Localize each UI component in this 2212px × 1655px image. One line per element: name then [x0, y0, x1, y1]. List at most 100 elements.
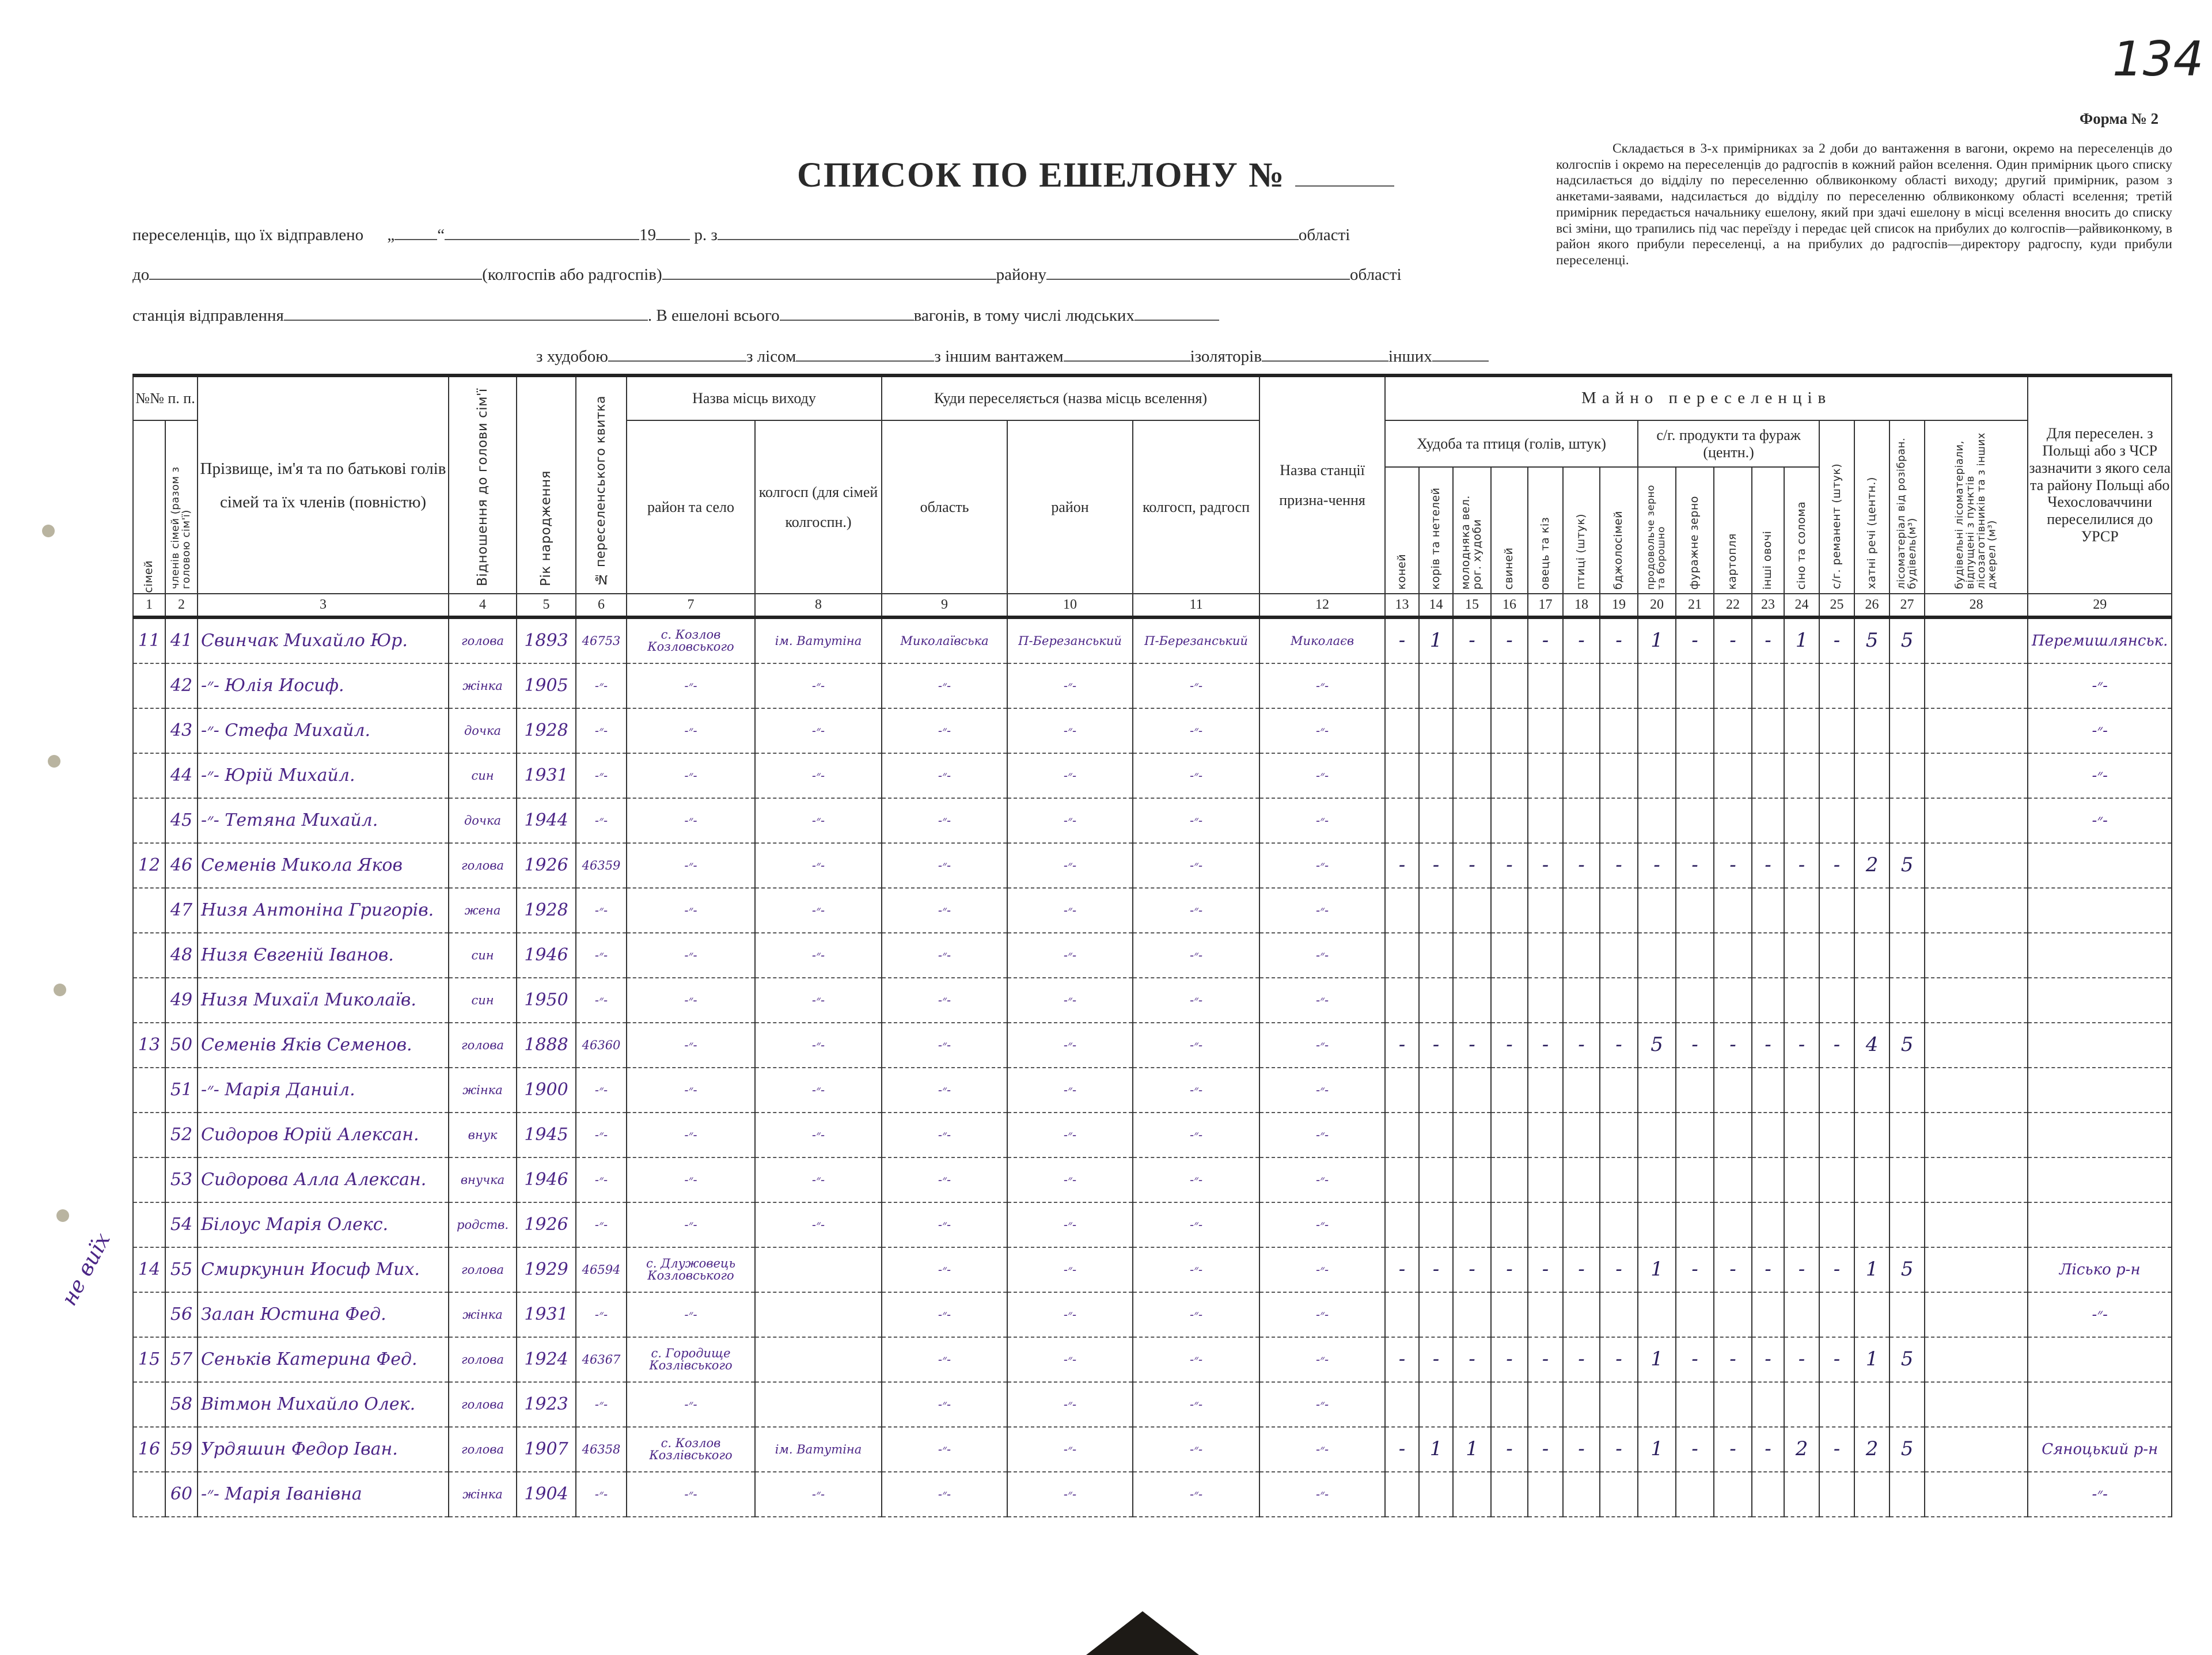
person-name: Сидоров Юрій Алексан.	[197, 1113, 450, 1158]
destination-raion: -״-	[1007, 1382, 1134, 1428]
property-value	[1637, 1472, 1677, 1517]
table-row: 48 Низя Євгеній Іванов. син 1946 -״- -״- -״- -״…	[132, 933, 2173, 978]
column-number: 29	[2027, 593, 2173, 619]
birth-year: 1924	[516, 1337, 577, 1383]
destination-field[interactable]	[149, 278, 483, 280]
month-field[interactable]	[445, 238, 640, 240]
ticket-number: 46358	[575, 1427, 628, 1472]
property-value	[1599, 1202, 1639, 1248]
property-value	[1675, 933, 1715, 978]
birth-year: 1946	[516, 1157, 577, 1203]
property-value: 5	[1854, 617, 1891, 664]
origin-village: -״-	[626, 1113, 756, 1158]
isolator-wagons-field[interactable]	[1261, 359, 1388, 362]
passenger-wagons-field[interactable]	[1134, 318, 1219, 321]
other-cargo-wagons-field[interactable]	[1063, 359, 1190, 362]
poland-origin	[2027, 1068, 2173, 1113]
origin-village: -״-	[626, 888, 756, 933]
raion-field[interactable]	[1046, 278, 1350, 280]
birth-year: 1950	[516, 978, 577, 1023]
poland-origin	[2027, 888, 2173, 933]
label: області	[1350, 265, 1402, 284]
cattle-wagons-field[interactable]	[608, 359, 746, 362]
poland-origin: Перемишлянськ.	[2027, 617, 2173, 664]
column-number: 10	[1007, 593, 1134, 619]
relation: жена	[448, 888, 518, 933]
other-wagons-field[interactable]	[1432, 359, 1489, 362]
property-value	[1452, 1472, 1492, 1517]
table-row: 56 Залан Юстина Фед. жінка 1931 -״- -״- -״- -״-…	[132, 1292, 2173, 1338]
relation: голова	[448, 1427, 518, 1472]
person-name: Низя Євгеній Іванов.	[197, 933, 450, 978]
destination-oblast: -״-	[881, 1023, 1008, 1068]
destination-kolhosp: -״-	[1132, 1472, 1261, 1517]
day-field[interactable]	[394, 238, 438, 240]
property-value	[1490, 1202, 1529, 1248]
birth-year: 1946	[516, 933, 577, 978]
table-row: 51 -״- Марія Даниіл. жінка 1900 -״- -״- -״- -״-…	[132, 1068, 2173, 1113]
relation: голова	[448, 617, 518, 664]
origin-kolhosp	[754, 1247, 883, 1293]
origin-oblast-field[interactable]	[717, 238, 1299, 240]
property-value: -	[1384, 843, 1420, 889]
person-name: Низя Михаїл Миколаїв.	[197, 978, 450, 1023]
year-field[interactable]	[656, 238, 690, 240]
poland-origin: -״-	[2027, 753, 2173, 799]
property-value	[1418, 663, 1454, 709]
property-value	[1637, 663, 1677, 709]
property-value: -	[1527, 617, 1564, 664]
ticket-number: -״-	[575, 708, 628, 754]
property-value	[1490, 1292, 1529, 1338]
property-value	[1924, 1247, 2029, 1293]
destination-raion: -״-	[1007, 843, 1134, 889]
property-value	[1784, 888, 1820, 933]
property-value	[1854, 1382, 1891, 1428]
member-number: 57	[164, 1337, 199, 1383]
poland-origin: Сяноцький р-н	[2027, 1427, 2173, 1472]
property-value: 1	[1854, 1247, 1891, 1293]
wagons-total-field[interactable]	[779, 318, 914, 321]
ticket-number: 46360	[575, 1023, 628, 1068]
column-number: 8	[754, 593, 883, 619]
column-number: 3	[197, 593, 450, 619]
person-name: -״- Марія Даниіл.	[197, 1068, 450, 1113]
property-value	[1599, 663, 1639, 709]
departure-station-field[interactable]	[283, 318, 648, 321]
poland-origin: -״-	[2027, 1472, 2173, 1517]
origin-kolhosp	[754, 1292, 883, 1338]
property-value	[1924, 1157, 2029, 1203]
destination-station: -״-	[1259, 1472, 1386, 1517]
timber-wagons-field[interactable]	[796, 359, 935, 362]
table-row: 45 -״- Тетяна Михайл. дочка 1944 -״- -״- -״- -״…	[132, 798, 2173, 844]
origin-village: -״-	[626, 663, 756, 709]
table-row: 12 46 Семенів Микола Яков голова 1926 46359 -״…	[132, 843, 2173, 889]
property-value	[1527, 1472, 1564, 1517]
column-number: 23	[1751, 593, 1785, 619]
header-vegetables-text: інші овочі	[1761, 530, 1774, 590]
destination-station: -״-	[1259, 1382, 1386, 1428]
property-value: -	[1418, 1247, 1454, 1293]
person-name: Урдяшин Федор Іван.	[197, 1427, 450, 1472]
title-text: СПИСОК ПО ЕШЕЛОНУ №	[797, 156, 1285, 195]
origin-village: -״-	[626, 843, 756, 889]
property-value	[1637, 933, 1677, 978]
table-row: 49 Низя Михаїл Миколаїв. син 1950 -״- -״- -״- -…	[132, 978, 2173, 1023]
property-value	[1713, 1202, 1753, 1248]
table-row: 54 Білоус Марія Олекс. родств. 1926 -״- -״- -״…	[132, 1202, 2173, 1248]
destination-oblast: -״-	[881, 978, 1008, 1023]
farm-field[interactable]	[662, 278, 996, 280]
origin-kolhosp	[754, 1382, 883, 1428]
person-name: Залан Юстина Фед.	[197, 1292, 450, 1338]
origin-village: -״-	[626, 753, 756, 799]
birth-year: 1928	[516, 888, 577, 933]
relation: внук	[448, 1113, 518, 1158]
property-value	[1599, 1113, 1639, 1158]
property-value	[1637, 1202, 1677, 1248]
property-value	[1751, 1157, 1785, 1203]
property-value	[1889, 1113, 1926, 1158]
birth-year: 1905	[516, 663, 577, 709]
column-number: 1	[132, 593, 166, 619]
birth-year: 1944	[516, 798, 577, 844]
echelon-number-field[interactable]	[1295, 184, 1394, 187]
poland-origin	[2027, 843, 2173, 889]
